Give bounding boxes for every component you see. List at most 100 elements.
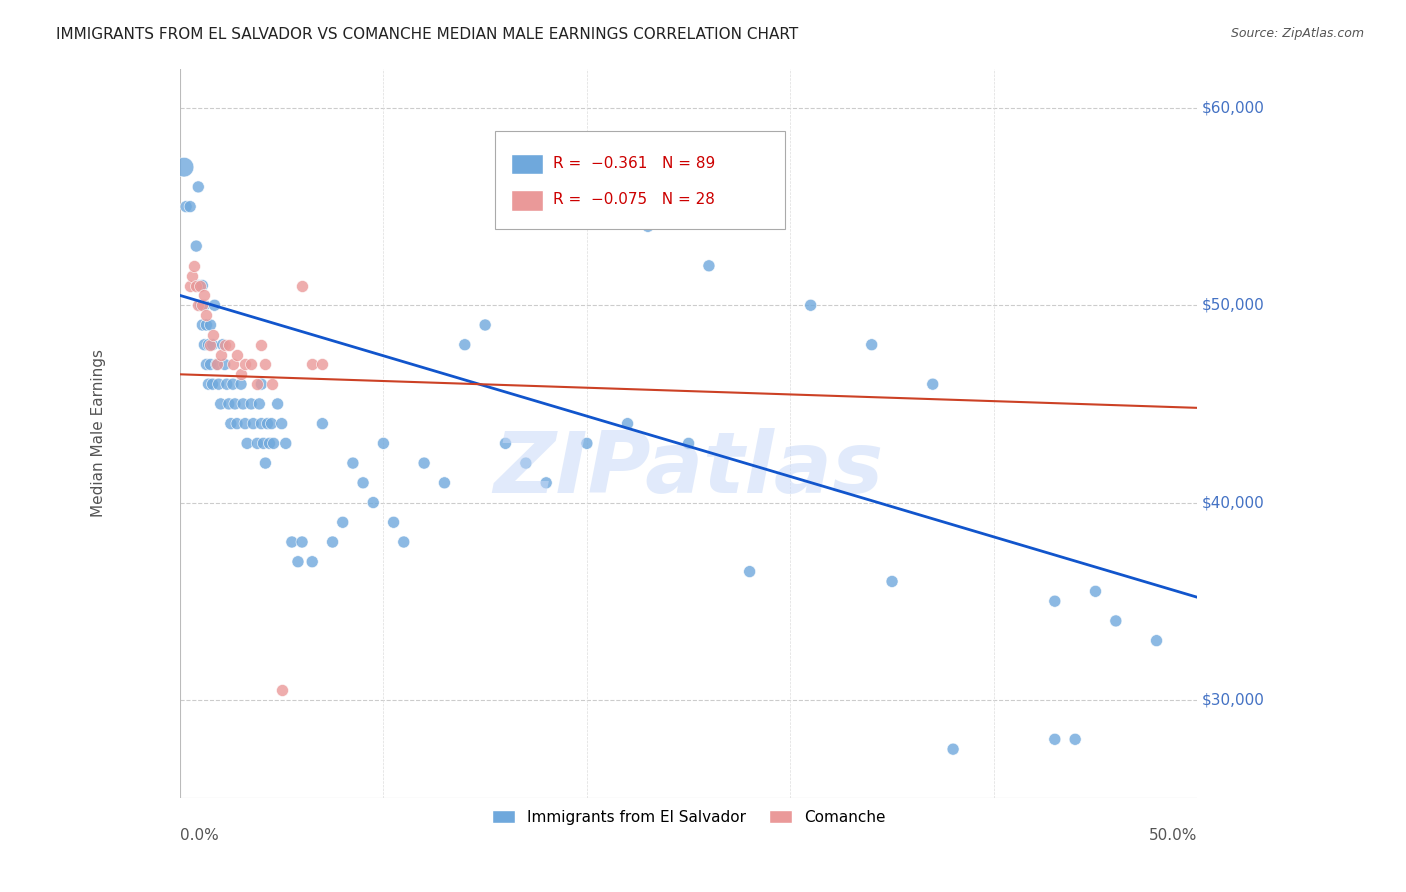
Point [193,298,215,312]
Text: $30,000: $30,000 [1201,692,1264,707]
Point [392,535,415,549]
Point [433,475,456,490]
Point [173,160,195,174]
Point [197,377,219,392]
Point [301,555,323,569]
Point [200,337,222,351]
FancyBboxPatch shape [495,130,785,229]
Bar [510,190,543,211]
Point [322,535,344,549]
Point [195,358,218,372]
Point [246,377,269,392]
Point [233,417,256,431]
Point [242,417,264,431]
Point [260,377,283,392]
Point [229,368,252,382]
Point [186,239,208,253]
Point [250,417,273,431]
Text: $50,000: $50,000 [1201,298,1264,313]
Point [287,555,309,569]
Text: Source: ZipAtlas.com: Source: ZipAtlas.com [1230,27,1364,40]
Point [575,436,598,450]
Point [678,436,700,450]
Point [474,318,496,332]
Text: R =  −0.361   N = 89: R = −0.361 N = 89 [554,156,716,171]
Point [181,268,204,283]
Point [800,298,823,312]
Point [291,535,314,549]
Point [270,683,292,698]
Point [281,535,304,549]
Point [311,417,333,431]
Point [209,397,232,411]
Point [361,495,384,509]
Point [555,140,578,154]
Point [246,436,269,450]
Point [201,377,224,392]
Text: Median Male Earnings: Median Male Earnings [91,350,105,517]
Point [224,397,246,411]
Point [205,358,228,372]
Point [352,475,374,490]
Point [201,337,224,351]
Point [186,278,208,293]
Point [240,358,263,372]
Point [219,417,242,431]
Point [413,456,436,470]
Point [232,397,254,411]
Point [1146,633,1168,648]
Text: IMMIGRANTS FROM EL SALVADOR VS COMANCHE MEDIAN MALE EARNINGS CORRELATION CHART: IMMIGRANTS FROM EL SALVADOR VS COMANCHE … [56,27,799,42]
Point [254,358,277,372]
Point [215,377,238,392]
Point [534,475,557,490]
Point [860,337,883,351]
Point [697,259,720,273]
Bar [510,154,543,174]
Point [274,436,297,450]
Point [236,436,259,450]
Point [218,397,240,411]
Text: 50.0%: 50.0% [1149,828,1198,843]
Point [201,327,224,342]
Point [209,348,232,362]
Point [195,318,218,332]
Text: ZIPatlas: ZIPatlas [494,428,884,511]
Point [229,377,252,392]
Point [204,298,226,312]
Text: $40,000: $40,000 [1201,495,1264,510]
Point [382,516,405,530]
Point [207,377,229,392]
Point [1084,584,1107,599]
Point [250,337,273,351]
Point [222,377,245,392]
Point [515,456,537,470]
Text: R =  −0.075   N = 28: R = −0.075 N = 28 [554,193,716,208]
Point [191,278,214,293]
Point [200,318,222,332]
Point [247,397,270,411]
Point [197,337,219,351]
Point [226,417,249,431]
Point [254,456,277,470]
Text: 0.0%: 0.0% [180,828,219,843]
Point [179,278,201,293]
Point [495,436,517,450]
Point [250,377,273,392]
Point [195,308,218,322]
Point [260,417,283,431]
Point [188,278,211,293]
Point [188,298,211,312]
Point [270,417,292,431]
Point [187,180,209,194]
Point [179,200,201,214]
Point [616,417,638,431]
Point [332,516,354,530]
Point [214,337,236,351]
Point [187,278,209,293]
Point [222,358,245,372]
Point [263,436,285,450]
Point [200,358,222,372]
Point [1105,614,1128,628]
Point [233,358,256,372]
Point [183,259,205,273]
